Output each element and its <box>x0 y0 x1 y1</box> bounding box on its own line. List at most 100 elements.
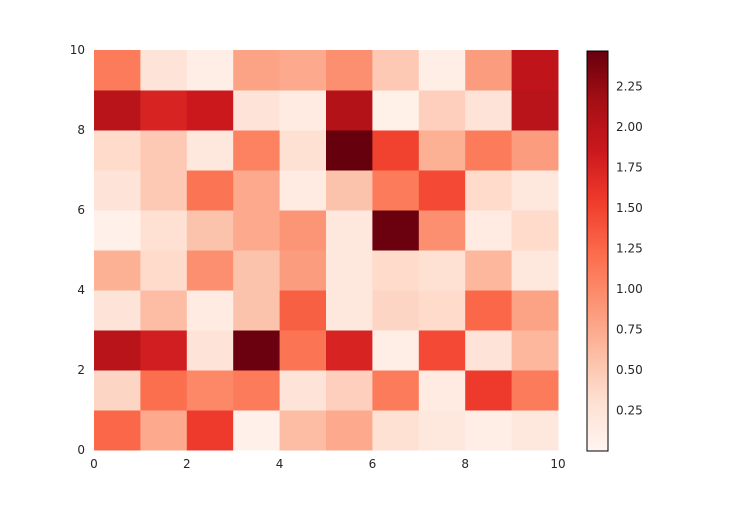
x-axis: 0 2 4 6 8 10 <box>90 457 565 471</box>
heatmap-cell-r7-c3 <box>233 130 281 171</box>
heatmap-cell-r4-c9 <box>511 250 559 291</box>
heatmap-cell-r8-c5 <box>326 90 373 131</box>
y-tick-label: 6 <box>77 203 85 217</box>
heatmap-cell-r7-c6 <box>372 130 420 171</box>
heatmap-cell-r2-c6 <box>372 330 420 371</box>
heatmap-cell-r5-c1 <box>140 210 188 251</box>
colorbar <box>586 50 609 452</box>
heatmap-cell-r8-c6 <box>372 90 420 131</box>
heatmap-cell-r9-c2 <box>186 50 234 91</box>
heatmap-cell-r5-c4 <box>279 210 327 251</box>
heatmap-cell-r1-c5 <box>326 370 373 411</box>
colorbar-tick-label: 1.00 <box>616 282 643 296</box>
colorbar-tick-label: 0.75 <box>616 323 643 337</box>
colorbar-tick-label: 2.00 <box>616 120 643 134</box>
heatmap-cell-r8-c4 <box>279 90 327 131</box>
heatmap-cell-r4-c6 <box>372 250 420 291</box>
heatmap-cell-r3-c4 <box>279 290 327 331</box>
heatmap-cell-r0-c7 <box>418 410 466 451</box>
colorbar-tick-label: 0.50 <box>616 363 643 377</box>
heatmap-cell-r0-c1 <box>140 410 188 451</box>
heatmap-cell-r1-c2 <box>186 370 234 411</box>
heatmap-cell-r0-c2 <box>186 410 234 451</box>
heatmap-cell-r9-c0 <box>94 50 141 91</box>
heatmap-cell-r9-c6 <box>372 50 420 91</box>
heatmap-cell-r3-c3 <box>233 290 281 331</box>
heatmap-cell-r3-c0 <box>94 290 141 331</box>
heatmap-cell-r0-c9 <box>511 410 559 451</box>
heatmap-cell-r1-c4 <box>279 370 327 411</box>
heatmap-cell-r6-c0 <box>94 170 141 211</box>
heatmap-cell-r3-c2 <box>186 290 234 331</box>
heatmap-cell-r5-c5 <box>326 210 373 251</box>
heatmap-cell-r3-c7 <box>418 290 466 331</box>
heatmap-cell-r4-c3 <box>233 250 281 291</box>
y-tick-label: 10 <box>70 43 85 57</box>
heatmap-cell-r3-c5 <box>326 290 373 331</box>
heatmap-cell-r8-c1 <box>140 90 188 131</box>
heatmap-cell-r2-c5 <box>326 330 373 371</box>
heatmap-cell-r1-c8 <box>465 370 513 411</box>
heatmap-cell-r0-c6 <box>372 410 420 451</box>
heatmap-cell-r7-c2 <box>186 130 234 171</box>
heatmap-cell-r8-c3 <box>233 90 281 131</box>
heatmap-cell-r8-c7 <box>418 90 466 131</box>
heatmap-cell-r0-c0 <box>94 410 141 451</box>
heatmap-cell-r4-c2 <box>186 250 234 291</box>
heatmap-cell-r1-c3 <box>233 370 281 411</box>
colorbar-tick-label: 1.25 <box>616 242 643 256</box>
colorbar-tick-label: 1.50 <box>616 201 643 215</box>
y-axis: 0 2 4 6 8 10 <box>70 43 85 457</box>
heatmap-cell-r1-c0 <box>94 370 141 411</box>
heatmap-cell-r4-c8 <box>465 250 513 291</box>
heatmap-cell-r5-c8 <box>465 210 513 251</box>
heatmap-cell-r9-c8 <box>465 50 513 91</box>
heatmap-cell-r8-c9 <box>511 90 559 131</box>
heatmap-cell-r3-c6 <box>372 290 420 331</box>
heatmap-cell-r5-c0 <box>94 210 141 251</box>
y-tick-label: 8 <box>77 123 85 137</box>
heatmap-cell-r9-c3 <box>233 50 281 91</box>
heatmap-cell-r2-c1 <box>140 330 188 371</box>
heatmap-cell-r2-c0 <box>94 330 141 371</box>
heatmap-cell-r8-c0 <box>94 90 141 131</box>
heatmap-cell-r7-c7 <box>418 130 466 171</box>
heatmap-cell-r0-c8 <box>465 410 513 451</box>
heatmap-cell-r9-c1 <box>140 50 188 91</box>
heatmap-cell-r5-c7 <box>418 210 466 251</box>
heatmap-cell-r2-c7 <box>418 330 466 371</box>
heatmap-cell-r3-c1 <box>140 290 188 331</box>
colorbar-tick-label: 2.25 <box>616 80 643 94</box>
x-tick-label: 4 <box>276 457 284 471</box>
heatmap-cell-r5-c6 <box>372 210 420 251</box>
heatmap-cells <box>94 50 559 451</box>
heatmap-cell-r4-c7 <box>418 250 466 291</box>
colorbar-tick-label: 1.75 <box>616 161 643 175</box>
heatmap-cell-r7-c8 <box>465 130 513 171</box>
heatmap-cell-r0-c5 <box>326 410 373 451</box>
x-tick-label: 6 <box>369 457 377 471</box>
heatmap-cell-r6-c9 <box>511 170 559 211</box>
heatmap-cell-r7-c4 <box>279 130 327 171</box>
heatmap-cell-r2-c4 <box>279 330 327 371</box>
heatmap-cell-r0-c3 <box>233 410 281 451</box>
heatmap-cell-r8-c2 <box>186 90 234 131</box>
heatmap-cell-r5-c9 <box>511 210 559 251</box>
heatmap-cell-r7-c0 <box>94 130 141 171</box>
heatmap-cell-r2-c8 <box>465 330 513 371</box>
heatmap-cell-r2-c2 <box>186 330 234 371</box>
heatmap-cell-r1-c1 <box>140 370 188 411</box>
heatmap-cell-r6-c2 <box>186 170 234 211</box>
heatmap-cell-r4-c5 <box>326 250 373 291</box>
heatmap-cell-r6-c5 <box>326 170 373 211</box>
heatmap-cell-r6-c6 <box>372 170 420 211</box>
heatmap-cell-r4-c0 <box>94 250 141 291</box>
heatmap-cell-r6-c1 <box>140 170 188 211</box>
heatmap-cell-r9-c9 <box>511 50 559 91</box>
heatmap-cell-r7-c1 <box>140 130 188 171</box>
x-tick-label: 10 <box>550 457 565 471</box>
heatmap-cell-r1-c9 <box>511 370 559 411</box>
y-tick-label: 4 <box>77 283 85 297</box>
